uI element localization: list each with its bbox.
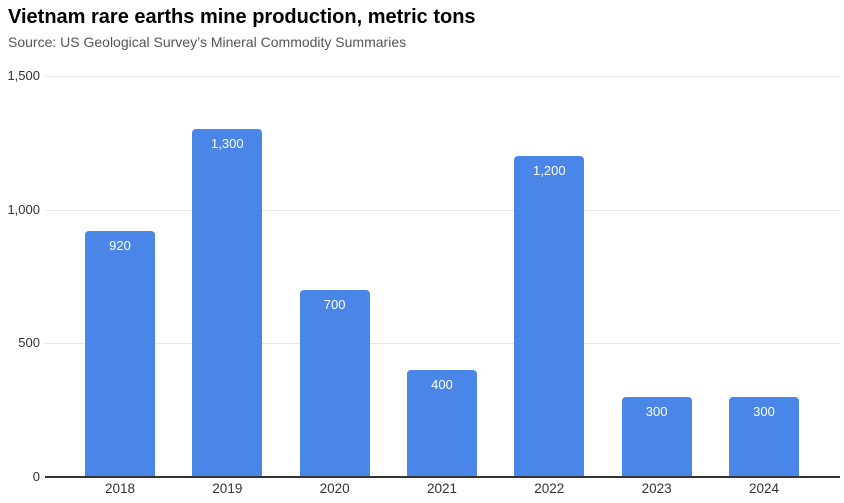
bar-2020[interactable]: 700 [299, 289, 370, 477]
x-tick-label-2024: 2024 [748, 481, 779, 496]
bar-2018[interactable]: 920 [85, 231, 155, 477]
chart-title: Vietnam rare earths mine production, met… [8, 6, 476, 28]
x-axis-line [45, 476, 840, 478]
bar-value-label-2022: 1,200 [533, 163, 566, 179]
bar-2023[interactable]: 300 [621, 396, 692, 477]
y-tick-label-500: 500 [18, 335, 40, 351]
gridline-1,500 [45, 76, 840, 77]
x-tick-label-2022: 2022 [534, 481, 565, 496]
bar-value-label-2018: 920 [109, 238, 131, 254]
bar-2019[interactable]: 1,300 [192, 129, 263, 477]
y-tick-label-1,500: 1,500 [7, 68, 40, 83]
x-tick-label-2018: 2018 [104, 481, 136, 496]
chart-source: Source: US Geological Survey’s Mineral C… [8, 34, 407, 50]
bar-value-label-2023: 300 [645, 403, 668, 419]
bar-2024[interactable]: 300 [728, 396, 799, 477]
bar-2021[interactable]: 400 [406, 370, 477, 477]
gridline-500 [45, 343, 840, 345]
x-tick-label-2020: 2020 [319, 481, 350, 496]
x-tick-label-2021: 2021 [426, 481, 457, 496]
gridline-1,000 [45, 209, 840, 211]
x-tick-label-2023: 2023 [641, 481, 672, 496]
bar-value-label-2024: 300 [753, 403, 775, 419]
bar-value-label-2019: 1,300 [211, 136, 244, 152]
y-tick-label-1,000: 1,000 [7, 201, 40, 217]
bar-value-label-2020: 700 [323, 296, 346, 312]
bar-2022[interactable]: 1,200 [514, 156, 585, 477]
x-tick-label-2019: 2019 [212, 481, 243, 496]
bar-value-label-2021: 400 [431, 377, 453, 393]
y-tick-label-0: 0 [32, 469, 40, 484]
